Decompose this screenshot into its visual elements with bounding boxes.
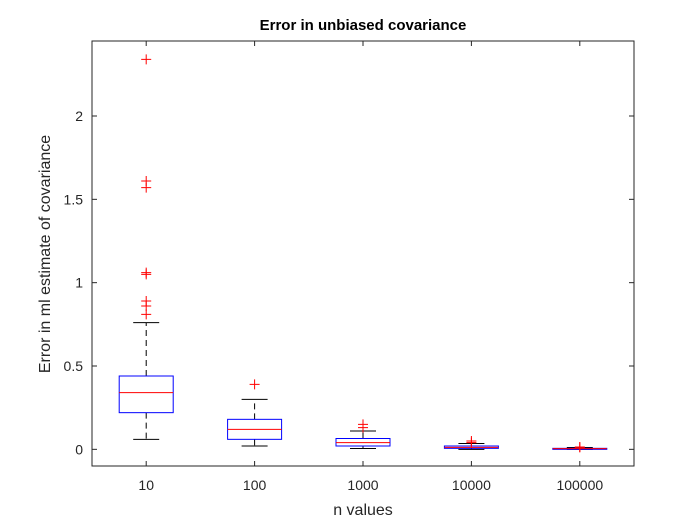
outlier-marker: [141, 54, 152, 65]
y-tick-label: 1.5: [64, 191, 84, 207]
box-iqr: [118, 375, 174, 414]
y-ticks: 0 0.5 1 1.5 2: [64, 108, 634, 457]
axes-box: [91, 40, 635, 467]
x-axis-label: n values: [333, 502, 393, 519]
x-tick-label: 10: [138, 477, 154, 493]
x-tick-label: 1000: [347, 477, 378, 493]
box-group-10000: [443, 436, 499, 450]
outlier-marker: [466, 437, 477, 448]
outlier-marker: [141, 309, 152, 320]
box-group-100000: [552, 442, 608, 453]
y-tick-label: 0: [75, 441, 83, 457]
x-ticks: 10 100 1000 10000 100000: [138, 41, 603, 493]
boxes-layer: [118, 54, 608, 453]
chart-title: Error in unbiased covariance: [260, 17, 467, 34]
outlier-marker: [141, 182, 152, 193]
outlier-marker: [141, 269, 152, 280]
x-tick-label: 10000: [452, 477, 491, 493]
y-tick-label: 2: [75, 108, 83, 124]
outlier-marker: [358, 422, 368, 433]
y-tick-label: 0.5: [64, 358, 84, 374]
box-group-1000: [335, 419, 391, 449]
x-tick-label: 100: [243, 477, 267, 493]
outlier-marker: [574, 442, 585, 453]
box-group-100: [227, 379, 283, 447]
y-tick-label: 1: [75, 275, 83, 291]
box-group-10: [118, 54, 174, 440]
x-tick-label: 100000: [556, 477, 603, 493]
y-axis-label: Error in ml estimate of covariance: [37, 135, 54, 373]
outlier-marker: [249, 379, 260, 390]
